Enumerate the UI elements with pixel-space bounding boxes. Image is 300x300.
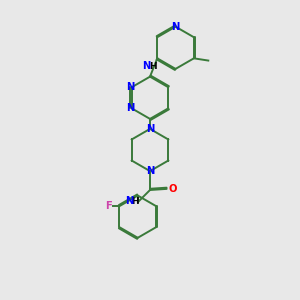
Text: N: N bbox=[146, 166, 154, 176]
Text: N: N bbox=[146, 124, 154, 134]
Text: H: H bbox=[149, 62, 156, 71]
Text: N: N bbox=[126, 103, 135, 113]
Text: N: N bbox=[126, 82, 135, 92]
Text: O: O bbox=[168, 184, 177, 194]
Text: N: N bbox=[142, 61, 150, 71]
Text: H: H bbox=[130, 196, 138, 206]
Text: N: N bbox=[171, 22, 180, 32]
Text: N: N bbox=[125, 196, 134, 206]
Text: F: F bbox=[105, 201, 112, 211]
